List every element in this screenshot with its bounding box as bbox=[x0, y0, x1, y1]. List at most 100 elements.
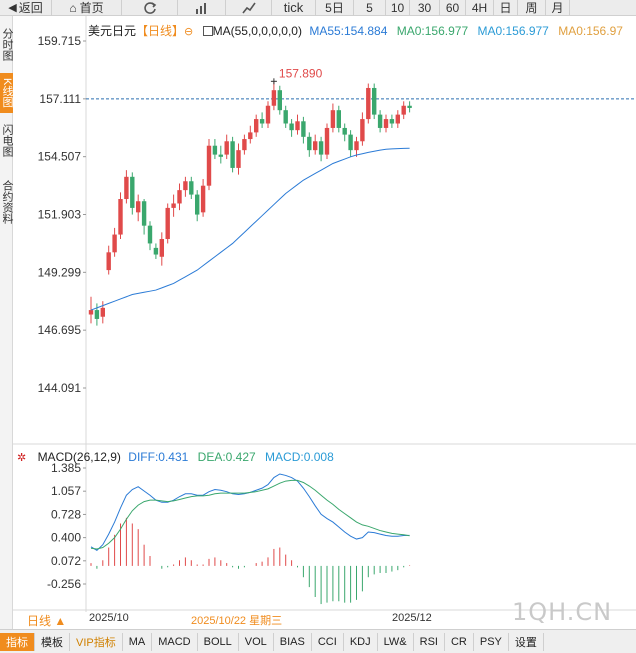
candle-body bbox=[195, 194, 200, 215]
tab-kline[interactable]: K线图 bbox=[0, 73, 13, 113]
period-6-button[interactable]: 日 bbox=[494, 0, 518, 16]
period-2-button[interactable]: 10 bbox=[386, 0, 410, 16]
candle-body bbox=[124, 176, 129, 200]
macd-name: MACD(26,12,9) bbox=[37, 450, 121, 464]
back-arrow-icon: ◀ bbox=[8, 2, 17, 14]
indicator-tab-14[interactable]: 设置 bbox=[509, 632, 544, 651]
candle-body bbox=[248, 132, 253, 140]
candle-body bbox=[277, 90, 282, 111]
bottom-indicator-bar: 指标 模板 VIP指标 MA MACD BOLL VOL BIAS CCI KDJ LW& RSI CR… bbox=[0, 629, 636, 653]
period-1-button[interactable]: 5 bbox=[354, 0, 386, 16]
candle-body bbox=[94, 310, 100, 319]
indicator-tab-5[interactable]: BOLL bbox=[198, 632, 239, 651]
ma0-value-c: MA0:156.97 bbox=[558, 24, 623, 38]
indicator-tab-4[interactable]: MACD bbox=[152, 632, 198, 651]
indicator-tab-2[interactable]: VIP指标 bbox=[70, 632, 123, 651]
candle-body bbox=[141, 201, 147, 226]
candle-body bbox=[236, 150, 241, 168]
candle-body bbox=[289, 123, 294, 131]
max-price-label: 157.890 bbox=[279, 66, 323, 80]
candle-body bbox=[265, 105, 271, 124]
indicator-tab-12[interactable]: CR bbox=[445, 632, 474, 651]
period-label: 【日线】 bbox=[136, 24, 185, 38]
macd-legend: ✲ MACD(26,12,9) DIFF:0.431 DEA:0.427 MAC… bbox=[17, 450, 334, 464]
candle-body bbox=[324, 127, 330, 155]
period-tick[interactable]: tick bbox=[272, 0, 316, 16]
period-5-button[interactable]: 4H bbox=[466, 0, 494, 16]
price-axis-label: 154.507 bbox=[38, 150, 82, 164]
home-icon: ⌂ bbox=[69, 0, 77, 15]
macd-dea: DEA:0.427 bbox=[197, 450, 256, 464]
candle-body bbox=[206, 145, 212, 186]
candle-body bbox=[88, 310, 94, 315]
back-label: 返回 bbox=[18, 1, 43, 15]
period-8-button[interactable]: 月 bbox=[546, 0, 570, 16]
indicator-tab-8[interactable]: CCI bbox=[312, 632, 344, 651]
candle-body bbox=[165, 207, 170, 239]
macd-axis-label: 0.728 bbox=[51, 507, 81, 521]
indicator-tab-9[interactable]: KDJ bbox=[344, 632, 378, 651]
candle-body bbox=[407, 105, 412, 108]
candle-body bbox=[401, 105, 406, 115]
period-0-button[interactable]: 5日 bbox=[316, 0, 354, 16]
price-axis-label: 157.111 bbox=[39, 92, 81, 106]
candle-body bbox=[372, 87, 377, 115]
macd-axis-label: 1.057 bbox=[51, 484, 81, 498]
candle-body bbox=[271, 90, 277, 106]
indicator-tab-10[interactable]: LW& bbox=[378, 632, 414, 651]
candle-body bbox=[354, 141, 359, 151]
kline-chart[interactable]: 159.715 157.111 154.507 151.903 149.299 146.6… bbox=[13, 16, 636, 630]
home-button[interactable]: ⌂ 首页 bbox=[52, 0, 122, 16]
side-tabs: 分时图 K线图 闪电图 合约资料 bbox=[0, 16, 13, 630]
candle-body bbox=[212, 145, 218, 155]
dea-line bbox=[90, 479, 410, 550]
candle-body bbox=[259, 119, 265, 124]
macd-axis-label: 0.400 bbox=[51, 531, 81, 545]
candle-body bbox=[100, 307, 105, 317]
period-7-button[interactable]: 周 bbox=[518, 0, 546, 16]
candle-body bbox=[118, 199, 123, 235]
tab-contract-info[interactable]: 合约资料 bbox=[1, 180, 13, 224]
candle-body bbox=[224, 141, 229, 155]
settings-icon[interactable]: ⊖ bbox=[184, 26, 194, 38]
macd-value: MACD:0.008 bbox=[265, 450, 334, 464]
candle-body bbox=[218, 154, 223, 157]
indicator-tab-6[interactable]: VOL bbox=[239, 632, 274, 651]
candle-body bbox=[366, 87, 371, 120]
macd-axis-label: 0.072 bbox=[51, 554, 81, 568]
indicator-tab-13[interactable]: PSY bbox=[474, 632, 509, 651]
candle-body bbox=[106, 252, 111, 271]
tab-flash[interactable]: 闪电图 bbox=[1, 123, 13, 157]
price-axis-label: 151.903 bbox=[38, 208, 82, 222]
indicator-tab-1[interactable]: 模板 bbox=[35, 632, 70, 651]
bar-chart-icon bbox=[195, 2, 206, 14]
candle-body bbox=[318, 141, 324, 155]
period-toggle-button[interactable]: 日线 ▲ bbox=[13, 612, 75, 628]
chart-area[interactable]: 159.715 157.111 154.507 151.903 149.299 146.6… bbox=[13, 16, 636, 630]
indicator-tab-7[interactable]: BIAS bbox=[274, 632, 312, 651]
price-axis-label: 146.695 bbox=[38, 323, 82, 337]
top-toolbar: ◀ 返回 ⌂ 首页 tick 5日 5 10 30 60 4H 日周月 bbox=[0, 0, 636, 16]
main-legend: 美元日元【日线】⊖ MA(55,0,0,0,0,0) MA55:154.884 … bbox=[88, 22, 623, 39]
indicator-tab-0[interactable]: 指标 bbox=[0, 632, 35, 651]
symbol-name: 美元日元 bbox=[88, 24, 137, 38]
candle-body bbox=[230, 141, 235, 168]
macd-settings-icon[interactable]: ✲ bbox=[17, 452, 27, 464]
period-4-button[interactable]: 60 bbox=[440, 0, 466, 16]
refresh-button[interactable] bbox=[122, 0, 178, 16]
indicator-tab-11[interactable]: RSI bbox=[414, 632, 445, 651]
ma55-value: MA55:154.884 bbox=[309, 24, 388, 38]
candle-body bbox=[383, 119, 389, 128]
tab-intraday[interactable]: 分时图 bbox=[1, 27, 13, 61]
candle-body bbox=[177, 190, 182, 204]
price-axis-label: 144.091 bbox=[38, 381, 82, 395]
candle-body bbox=[395, 114, 400, 124]
candle-body bbox=[147, 225, 153, 244]
draw-button[interactable] bbox=[226, 0, 272, 16]
ma-box-icon[interactable] bbox=[202, 26, 213, 36]
period-3-button[interactable]: 30 bbox=[410, 0, 440, 16]
indicator-tab-3[interactable]: MA bbox=[123, 632, 153, 651]
indicator-button[interactable] bbox=[178, 0, 226, 16]
candle-body bbox=[342, 127, 347, 135]
back-button[interactable]: ◀ 返回 bbox=[0, 0, 52, 16]
